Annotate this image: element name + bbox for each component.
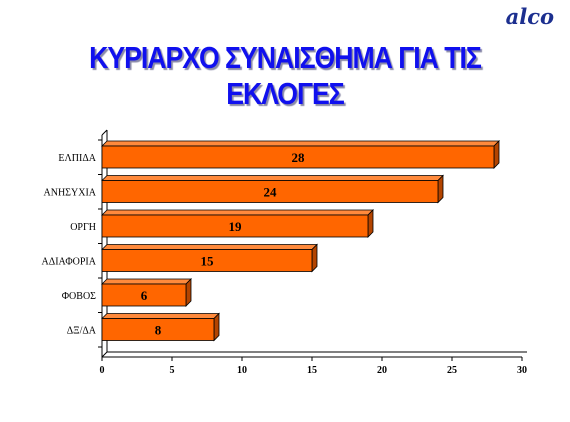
- x-tick-label: 20: [377, 365, 387, 376]
- x-tick-label: 0: [100, 365, 105, 376]
- bar-side-face: [437, 174, 444, 204]
- bar-value-label: 24: [264, 185, 278, 200]
- bar-value-label: 6: [141, 288, 148, 303]
- bar: [101, 214, 369, 238]
- alco-logo: alco: [505, 4, 554, 29]
- category-label: ΔΞ/ΔΑ: [67, 326, 97, 337]
- floor-edge: [101, 351, 108, 358]
- category-label: ΕΛΠΙΔΑ: [58, 153, 96, 164]
- x-tick-label: 25: [447, 365, 457, 376]
- bar-side-face: [185, 278, 192, 307]
- bar: [101, 283, 187, 307]
- bar-top-face: [101, 278, 192, 285]
- category-label: ΟΡΓΗ: [70, 222, 96, 233]
- bar-side-face: [367, 209, 374, 238]
- x-tick-label: 5: [170, 365, 175, 376]
- category-label: ΑΔΙΑΦΟΡΙΑ: [42, 257, 97, 268]
- bar-value-label: 15: [201, 254, 215, 269]
- bar-top-face: [101, 209, 374, 216]
- bar-top-face: [101, 244, 318, 250]
- x-tick-label: 30: [517, 365, 527, 376]
- bar-side-face: [493, 140, 500, 169]
- bar-side-face: [213, 312, 220, 342]
- bar: [101, 145, 495, 169]
- bar-top-face: [101, 313, 220, 319]
- bar-value-label: 19: [229, 219, 243, 234]
- bar-top-face: [101, 175, 444, 181]
- category-label: ΑΝΗΣΥΧΙΑ: [44, 188, 97, 199]
- x-tick-label: 15: [307, 365, 317, 376]
- bar: [101, 318, 215, 341]
- bar-side-face: [311, 243, 318, 273]
- bar: [101, 249, 313, 272]
- bar-top-face: [101, 140, 500, 147]
- bar-value-label: 8: [155, 323, 162, 338]
- page-title: ΚΥΡΙΑΡΧΟ ΣΥΝΑΙΣΘΗΜΑ ΓΙΑ ΤΙΣ ΕΚΛΟΓΕΣ: [89, 40, 482, 111]
- x-tick-label: 10: [237, 365, 247, 376]
- bar-value-label: 28: [292, 150, 306, 165]
- bar: [101, 180, 439, 203]
- category-label: ΦΟΒΟΣ: [62, 291, 96, 302]
- back-wall-top: [101, 129, 108, 136]
